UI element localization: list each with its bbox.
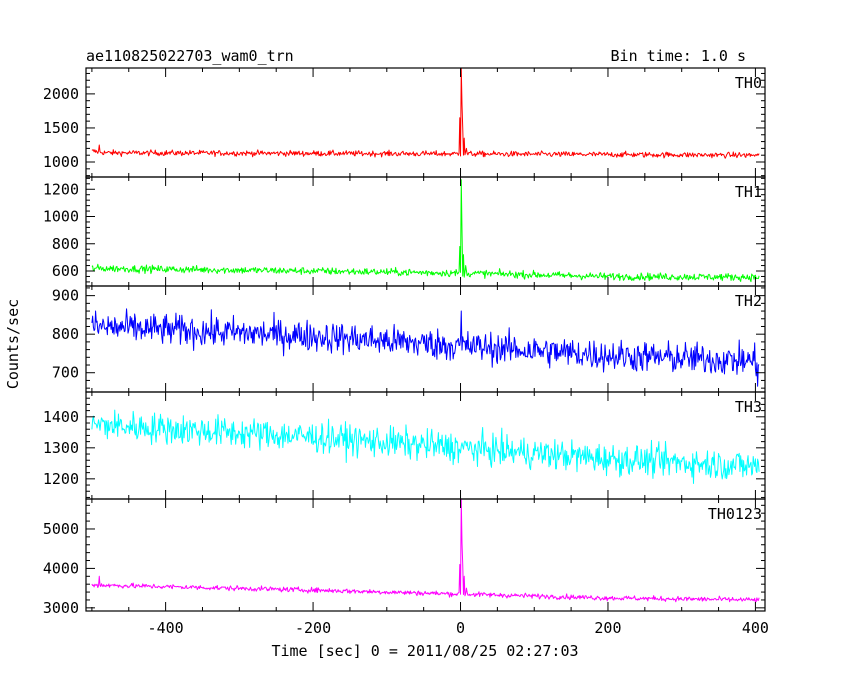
panel-label-th0: TH0 (735, 74, 762, 92)
bin-time-label: Bin time: 1.0 s (611, 47, 746, 65)
y-tick-label-th0: 1500 (43, 119, 79, 137)
panel-frame-th3 (85, 391, 766, 500)
y-tick-label-th2: 700 (52, 364, 79, 382)
y-tick-label-th3: 1300 (43, 439, 79, 457)
y-tick-label-th0123: 5000 (43, 520, 79, 538)
panel-label-th2: TH2 (735, 292, 762, 310)
y-tick-label-th1: 1200 (43, 180, 79, 198)
y-tick-label-th0: 2000 (43, 85, 79, 103)
y-tick-label-th2: 900 (52, 287, 79, 305)
panel-label-th3: TH3 (735, 398, 762, 416)
y-tick-label-th0: 1000 (43, 153, 79, 171)
series-line-th2 (91, 308, 760, 387)
x-tick-label: 0 (456, 619, 465, 637)
x-axis-title: Time [sec] 0 = 2011/08/25 02:27:03 (271, 642, 578, 660)
y-tick-label-th1: 600 (52, 262, 79, 280)
y-tick-label-th3: 1200 (43, 470, 79, 488)
panel-frame-th0123 (85, 498, 766, 612)
series-line-th0 (91, 68, 760, 159)
series-line-th1 (91, 179, 760, 283)
y-tick-label-th1: 1000 (43, 208, 79, 226)
panel-label-th1: TH1 (735, 183, 762, 201)
series-line-th0123 (91, 499, 760, 603)
y-axis-title: Counts/sec (4, 299, 22, 389)
x-tick-label: -400 (148, 619, 184, 637)
y-tick-label-th3: 1400 (43, 408, 79, 426)
y-tick-label-th1: 800 (52, 235, 79, 253)
x-tick-label: 200 (594, 619, 621, 637)
series-line-th3 (91, 409, 760, 484)
x-tick-label: 400 (742, 619, 769, 637)
panel-label-th0123: TH0123 (708, 505, 762, 523)
panel-frame-th2 (85, 285, 766, 393)
x-tick-label: -200 (295, 619, 331, 637)
y-tick-label-th0123: 4000 (43, 559, 79, 577)
panel-frame-th0 (85, 67, 766, 178)
chart-title: ae110825022703_wam0_trn (86, 47, 294, 65)
y-tick-label-th2: 800 (52, 325, 79, 343)
y-tick-label-th0123: 3000 (43, 599, 79, 617)
